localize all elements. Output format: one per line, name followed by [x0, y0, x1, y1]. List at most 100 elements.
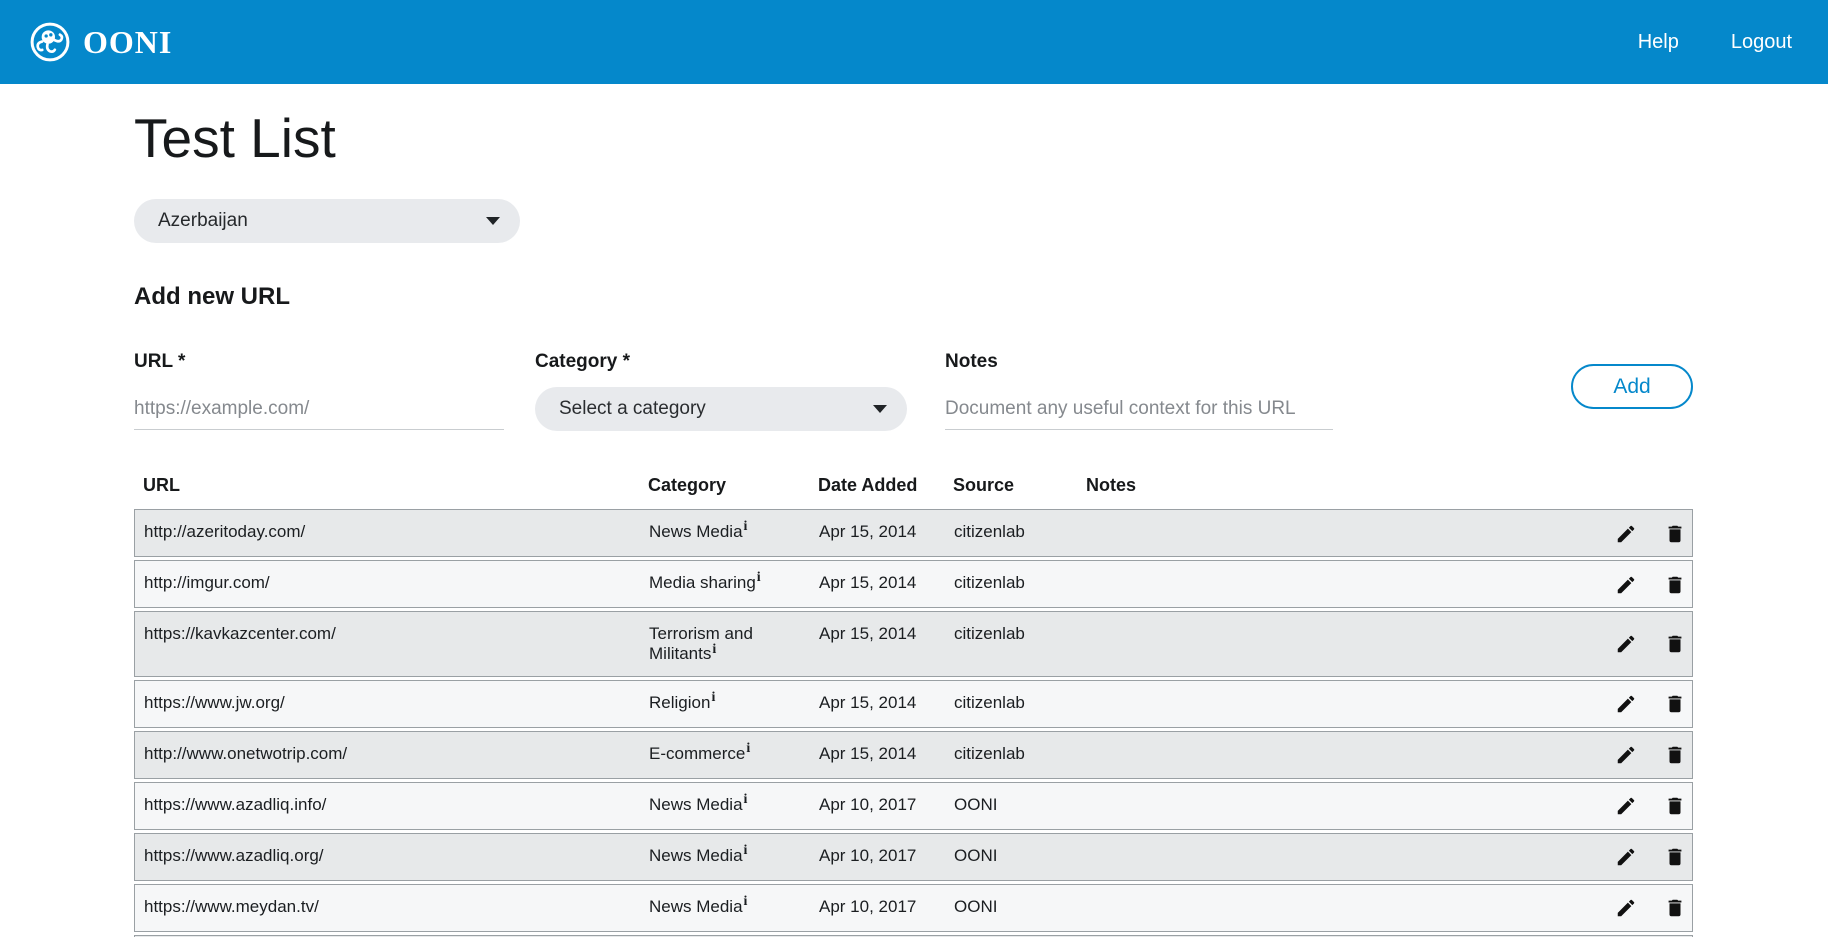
info-icon[interactable]: i — [746, 741, 751, 757]
info-icon[interactable]: i — [711, 690, 716, 706]
url-input[interactable] — [134, 387, 504, 430]
column-header-actions — [1581, 475, 1693, 509]
row-actions — [1580, 561, 1692, 607]
date-cell: Apr 15, 2014 — [819, 624, 917, 643]
country-select[interactable]: Azerbaijan — [134, 199, 520, 243]
delete-icon[interactable] — [1664, 744, 1686, 766]
table-row: https://www.azadliq.info/ News Mediai Ap… — [134, 781, 1693, 830]
delete-icon[interactable] — [1664, 897, 1686, 919]
table-row: http://imgur.com/ Media sharingi Apr 15,… — [134, 560, 1693, 608]
info-icon[interactable]: i — [712, 641, 717, 657]
source-cell: citizenlab — [954, 692, 1025, 712]
source-cell: citizenlab — [954, 522, 1025, 541]
info-icon[interactable]: i — [743, 792, 748, 808]
url-cell: http://www.onetwotrip.com/ — [144, 743, 348, 763]
date-cell: Apr 15, 2014 — [819, 743, 917, 763]
add-button[interactable]: Add — [1571, 364, 1693, 409]
row-actions — [1580, 783, 1692, 829]
source-cell: citizenlab — [954, 743, 1025, 763]
edit-icon[interactable] — [1615, 574, 1637, 596]
info-icon[interactable]: i — [743, 519, 748, 535]
edit-icon[interactable] — [1615, 846, 1637, 868]
table-row: https://www.meydan.tv/ News Mediai Apr 1… — [134, 883, 1693, 932]
edit-icon[interactable] — [1615, 693, 1637, 715]
category-cell: News Mediai — [649, 519, 748, 541]
delete-icon[interactable] — [1664, 795, 1686, 817]
category-label: Category * — [535, 351, 631, 372]
notes-cell — [1078, 561, 1580, 607]
info-icon[interactable]: i — [756, 570, 761, 586]
row-actions — [1580, 885, 1692, 931]
delete-icon[interactable] — [1664, 523, 1686, 545]
column-header-category: Category — [648, 475, 727, 495]
table-row: http://azeritoday.com/ News Mediai Apr 1… — [134, 509, 1693, 557]
date-cell: Apr 10, 2017 — [819, 896, 917, 916]
edit-icon[interactable] — [1615, 633, 1637, 655]
notes-cell — [1078, 732, 1580, 778]
top-nav-links: Help Logout — [1638, 31, 1808, 54]
date-cell: Apr 15, 2014 — [819, 522, 917, 541]
date-cell: Apr 15, 2014 — [819, 573, 917, 592]
column-header-notes: Notes — [1086, 475, 1137, 495]
source-cell: OONI — [954, 896, 998, 916]
row-actions — [1580, 732, 1692, 778]
top-navigation-bar: OONI Help Logout — [0, 0, 1828, 84]
notes-field-group: Notes — [945, 351, 1333, 430]
notes-cell — [1078, 783, 1580, 829]
table-row: http://www.abzas.net/ News Mediai Apr 10… — [134, 934, 1693, 937]
category-select[interactable]: Select a category — [535, 387, 907, 431]
notes-cell — [1078, 681, 1580, 727]
info-icon[interactable]: i — [743, 843, 748, 859]
source-cell: citizenlab — [954, 573, 1025, 592]
url-field-group: URL * — [134, 351, 504, 430]
edit-icon[interactable] — [1615, 744, 1637, 766]
help-link[interactable]: Help — [1637, 30, 1679, 53]
category-field-group: Category * Select a category — [535, 351, 907, 431]
main-content: Test List Azerbaijan Add new URL URL * C… — [0, 106, 1828, 937]
category-cell: Religioni — [649, 690, 716, 712]
category-cell: News Mediai — [649, 894, 748, 916]
notes-input[interactable] — [945, 387, 1333, 430]
info-icon[interactable]: i — [743, 894, 748, 910]
notes-cell — [1078, 510, 1580, 556]
category-cell: E-commercei — [649, 741, 751, 763]
url-cell: http://imgur.com/ — [144, 573, 270, 592]
notes-cell — [1078, 834, 1580, 880]
url-cell: https://kavkazcenter.com/ — [144, 624, 336, 643]
category-cell: Terrorism and Militantsi — [649, 624, 753, 664]
table-header-row: URL Category Date Added Source Notes — [134, 475, 1693, 509]
date-cell: Apr 10, 2017 — [819, 794, 917, 814]
row-actions — [1580, 834, 1692, 880]
page-title: Test List — [134, 107, 336, 169]
add-url-form: URL * Category * Select a category Notes… — [134, 351, 1693, 431]
column-header-source: Source — [953, 475, 1015, 495]
category-cell: News Mediai — [649, 843, 748, 865]
column-header-url: URL — [143, 475, 180, 495]
delete-icon[interactable] — [1664, 846, 1686, 868]
country-select-value: Azerbaijan — [158, 210, 248, 231]
delete-icon[interactable] — [1664, 574, 1686, 596]
table-row: https://www.azadliq.org/ News Mediai Apr… — [134, 832, 1693, 881]
source-cell: OONI — [954, 794, 998, 814]
url-label: URL * — [134, 351, 186, 372]
url-cell: https://www.meydan.tv/ — [144, 896, 319, 916]
edit-icon[interactable] — [1615, 795, 1637, 817]
edit-icon[interactable] — [1615, 523, 1637, 545]
table-row: http://www.onetwotrip.com/ E-commercei A… — [134, 730, 1693, 779]
add-new-url-heading: Add new URL — [134, 283, 290, 310]
url-cell: https://www.jw.org/ — [144, 692, 285, 712]
notes-cell — [1078, 612, 1580, 676]
edit-icon[interactable] — [1615, 897, 1637, 919]
category-cell: News Mediai — [649, 792, 748, 814]
date-cell: Apr 10, 2017 — [819, 845, 917, 865]
delete-icon[interactable] — [1664, 633, 1686, 655]
delete-icon[interactable] — [1664, 693, 1686, 715]
ooni-logo[interactable]: OONI — [30, 22, 172, 62]
ooni-octopus-icon — [30, 22, 70, 62]
url-table: URL Category Date Added Source Notes htt… — [134, 475, 1693, 937]
category-select-value: Select a category — [559, 398, 706, 419]
logout-link[interactable]: Logout — [1730, 30, 1792, 53]
notes-label: Notes — [945, 351, 998, 372]
column-header-date: Date Added — [818, 475, 918, 495]
table-row: https://www.jw.org/ Religioni Apr 15, 20… — [134, 679, 1693, 728]
